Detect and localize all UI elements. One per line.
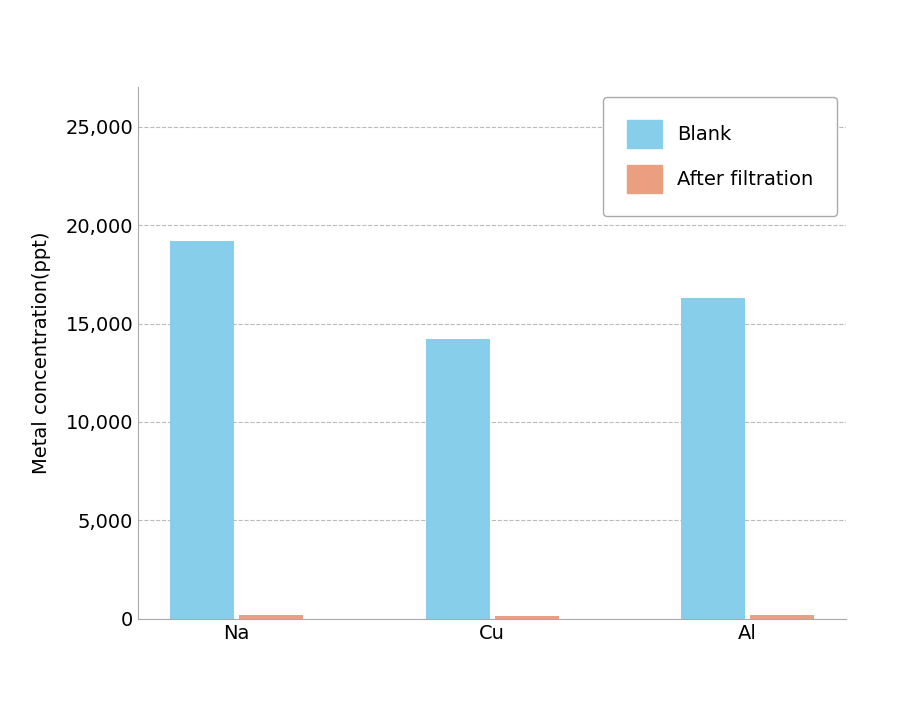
Y-axis label: Metal concentration(ppt): Metal concentration(ppt) xyxy=(32,232,51,475)
Bar xyxy=(494,616,558,619)
Bar xyxy=(425,339,489,619)
Bar xyxy=(750,615,813,619)
Bar xyxy=(681,298,744,619)
Legend: Blank, After filtration: Blank, After filtration xyxy=(603,97,835,216)
Bar xyxy=(170,241,233,619)
Bar xyxy=(239,615,302,619)
